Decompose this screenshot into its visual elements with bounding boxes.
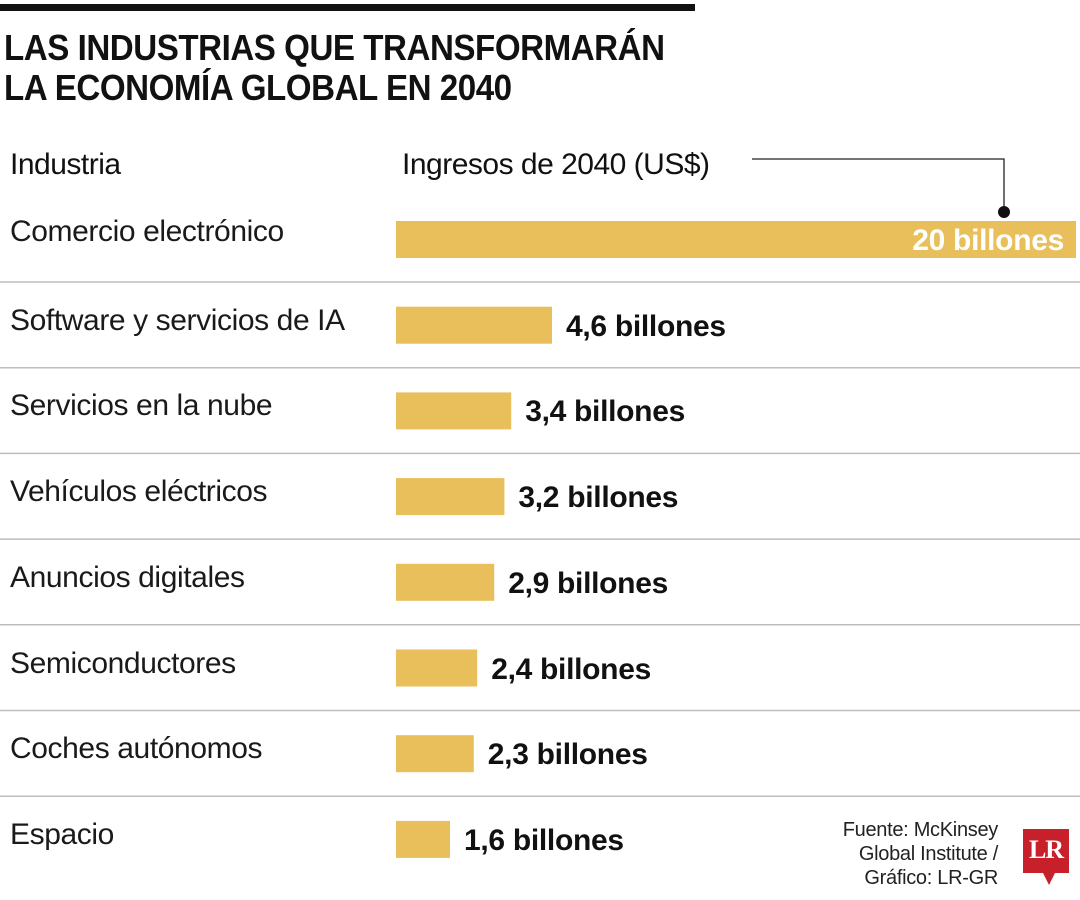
source-line-1: Fuente: McKinsey — [842, 819, 999, 841]
bar-1 — [396, 306, 552, 344]
category-label: Anuncios digitales — [10, 560, 245, 594]
category-label: Comercio electrónico — [10, 215, 284, 248]
chart-title: LAS INDUSTRIAS QUE TRANSFORMARÁN LA ECON… — [4, 28, 666, 108]
category-label: Vehículos eléctricos — [10, 475, 268, 509]
data-label: 2,3 billones — [487, 738, 648, 772]
category-label: Servicios en la nube — [10, 389, 273, 423]
bar-5 — [396, 649, 478, 687]
bar-0 — [396, 221, 1076, 258]
logo-speech-tail — [1043, 873, 1055, 885]
callout-dot-icon — [998, 206, 1010, 218]
data-label: 2,9 billones — [508, 566, 668, 600]
source-line-3: Gráfico: LR-GR — [864, 867, 998, 889]
logo-text: LR — [1028, 835, 1064, 864]
chart-title-line-1: LAS INDUSTRIAS QUE TRANSFORMARÁN — [4, 27, 665, 68]
top-rule — [0, 4, 695, 11]
data-label: 2,4 billones — [491, 652, 651, 686]
data-label: 4,6 billones — [566, 309, 726, 343]
revenue-column-header: Ingresos de 2040 (US$) — [402, 148, 710, 181]
category-label: Software y servicios de IA — [10, 303, 345, 337]
bar-4 — [396, 563, 495, 601]
bar-6 — [396, 735, 474, 773]
bar-3 — [396, 478, 505, 516]
lr-logo-icon: LR — [1023, 829, 1069, 885]
bar-2 — [396, 392, 512, 430]
source-line-2: Global Institute / — [858, 843, 998, 865]
data-label: 3,4 billones — [525, 395, 685, 429]
data-label: 20 billones — [912, 224, 1064, 257]
callout-line — [752, 158, 1005, 210]
source-note: Fuente: McKinsey Global Institute / Gráf… — [842, 818, 999, 890]
category-label: Espacio — [10, 817, 114, 851]
data-label: 3,2 billones — [518, 481, 679, 515]
bar-7 — [396, 820, 450, 858]
category-label: Semiconductores — [10, 646, 236, 680]
data-label: 1,6 billones — [464, 823, 624, 857]
chart-title-line-2: LA ECONOMÍA GLOBAL EN 2040 — [4, 67, 512, 108]
category-label: Coches autónomos — [10, 732, 263, 766]
industry-column-header: Industria — [10, 148, 121, 181]
